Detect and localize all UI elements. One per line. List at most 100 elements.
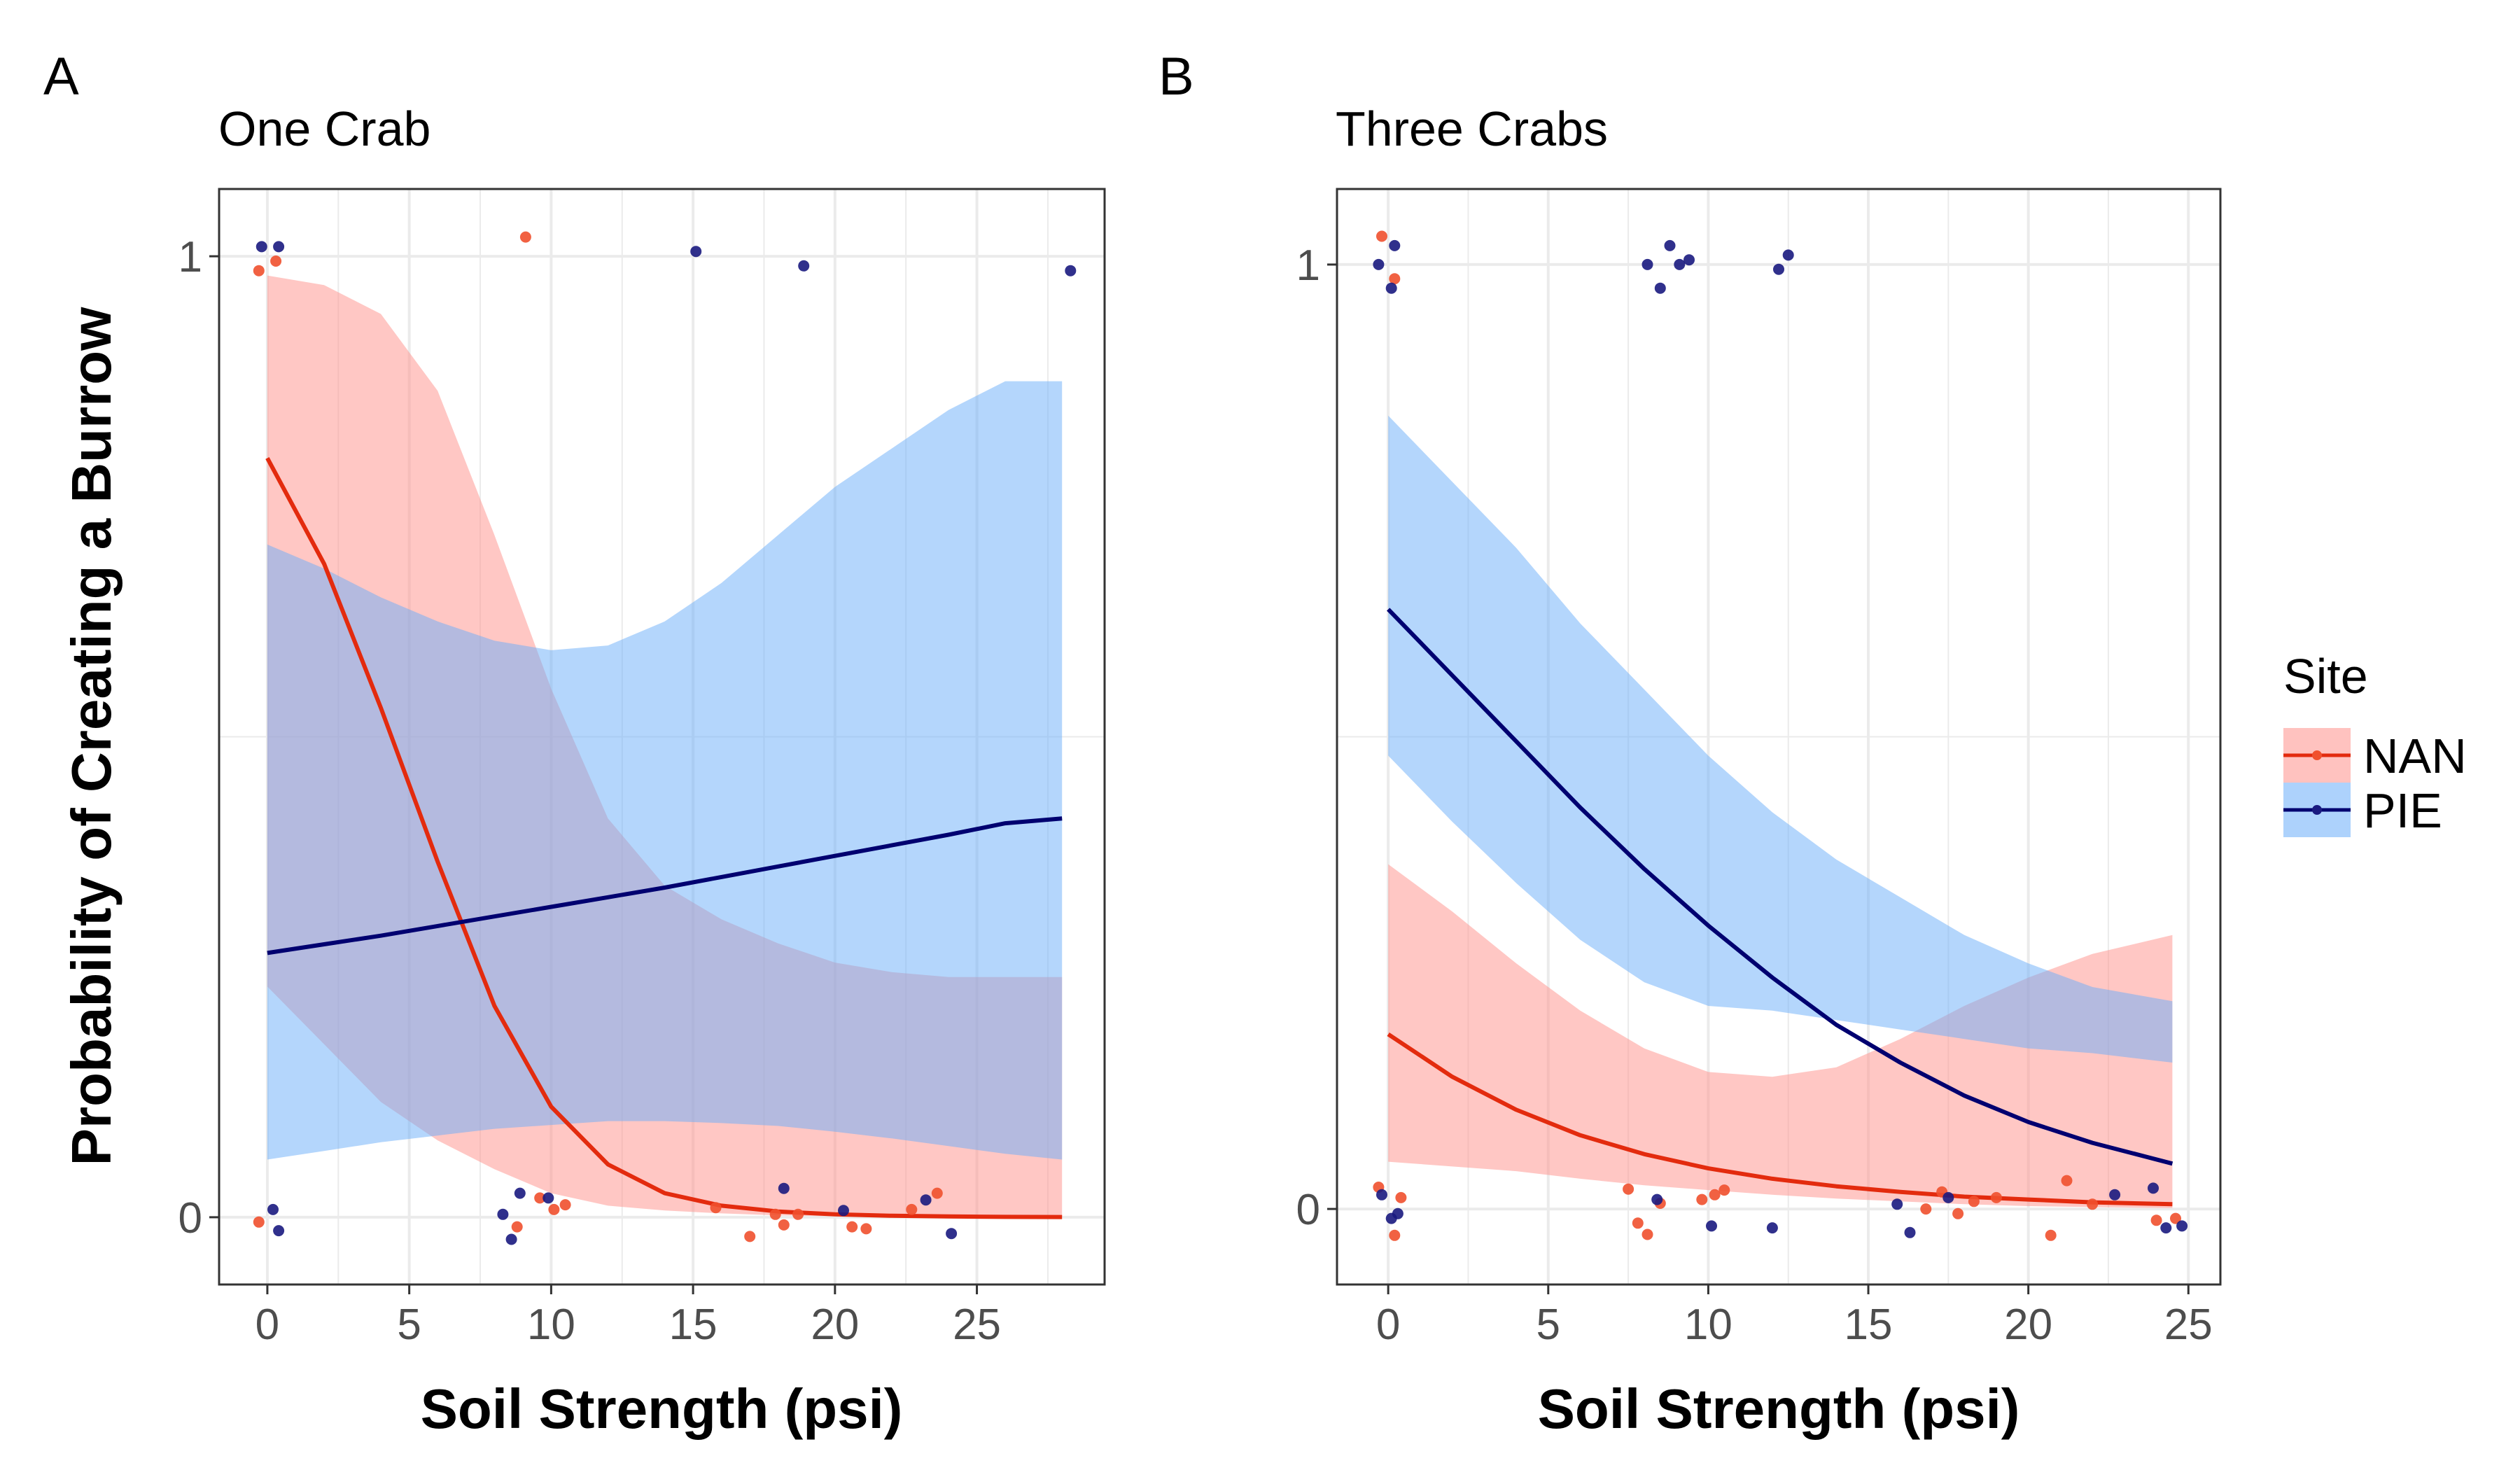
data-point-nan-a: [710, 1202, 722, 1214]
data-point-pie-a: [920, 1194, 932, 1206]
x-tick-label-a: 5: [397, 1301, 421, 1349]
legend: Site NAN PIE: [2283, 649, 2467, 838]
x-axis-title-b: Soil Strength (psi): [1538, 1378, 2020, 1440]
data-point-nan-b: [1990, 1191, 2002, 1203]
data-point-pie-a: [514, 1187, 526, 1199]
data-point-nan-a: [253, 1216, 265, 1228]
x-tick-label-b: 0: [1376, 1301, 1400, 1349]
data-point-pie-a: [273, 241, 285, 253]
data-point-nan-b: [2150, 1214, 2162, 1226]
fitted-lines-a: [265, 456, 1063, 1219]
data-point-pie-b: [1385, 282, 1397, 294]
confidence-ribbons-a: [267, 275, 1063, 1217]
data-point-nan-b: [1920, 1203, 1932, 1215]
data-point-nan-a: [253, 265, 265, 276]
x-tick-label-b: 25: [2164, 1301, 2213, 1349]
legend-key-nan-point: [2312, 750, 2322, 760]
data-point-pie-b: [1376, 1189, 1387, 1200]
data-point-pie-a: [798, 260, 810, 272]
data-point-nan-a: [548, 1203, 560, 1215]
fit-line-nan-b: [1387, 1032, 2173, 1207]
x-tick-label-a: 20: [811, 1301, 859, 1349]
legend-label-nan: NAN: [2363, 729, 2467, 783]
x-tick-label-b: 20: [2004, 1301, 2052, 1349]
legend-label-pie: PIE: [2363, 783, 2442, 838]
data-point-pie-a: [838, 1205, 849, 1217]
data-point-pie-a: [690, 246, 702, 258]
legend-title: Site: [2283, 649, 2368, 704]
panel-one-crab: A One Crab 0 5 10 15 20 25 0 1 Soil Strength (p…: [43, 47, 1106, 1440]
data-point-pie-b: [1373, 258, 1385, 270]
data-point-nan-a: [846, 1221, 858, 1233]
data-point-pie-b: [1654, 282, 1666, 294]
x-axis-title-a: Soil Strength (psi): [421, 1378, 903, 1440]
panel-title-one-crab: One Crab: [218, 102, 430, 156]
data-point-pie-b: [2176, 1220, 2188, 1232]
y-axis-title: Probability of Creating a Burrow: [60, 307, 122, 1166]
panel-label-a: A: [43, 47, 79, 106]
data-point-pie-b: [1766, 1222, 1778, 1234]
data-point-nan-a: [519, 231, 531, 243]
data-point-nan-b: [2170, 1212, 2181, 1224]
y-tick-label-a: 1: [178, 233, 202, 281]
data-point-nan-b: [1389, 1229, 1401, 1241]
data-point-pie-a: [1065, 265, 1077, 276]
data-point-pie-a: [267, 1203, 279, 1215]
data-point-nan-b: [2045, 1229, 2057, 1241]
data-point-pie-a: [505, 1233, 517, 1245]
plot-border-b: [1336, 188, 2222, 1286]
data-point-nan-a: [931, 1187, 943, 1199]
data-point-pie-a: [273, 1225, 285, 1237]
data-point-pie-b: [2109, 1189, 2121, 1200]
axis-ticks-b: 0 5 10 15 20 25 0 1: [1296, 241, 2213, 1349]
data-point-pie-b: [1782, 249, 1794, 261]
data-point-pie-a: [542, 1192, 554, 1204]
legend-entry-pie: PIE: [2283, 783, 2442, 838]
data-point-nan-b: [1376, 230, 1387, 242]
data-point-nan-a: [906, 1203, 918, 1215]
ci-ribbon-nan-b: [1388, 864, 2173, 1208]
data-point-pie-b: [1664, 239, 1676, 251]
x-tick-label-b: 10: [1684, 1301, 1732, 1349]
data-point-pie-a: [946, 1228, 958, 1240]
data-point-pie-a: [778, 1182, 790, 1194]
x-tick-label-b: 15: [1844, 1301, 1893, 1349]
ci-ribbon-pie-a: [267, 381, 1063, 1160]
confidence-ribbons-b: [1388, 415, 2173, 1208]
data-point-pie-b: [1773, 263, 1784, 275]
data-point-pie-b: [1651, 1194, 1663, 1205]
data-point-pie-a: [497, 1208, 509, 1220]
data-point-nan-b: [1968, 1196, 1980, 1208]
data-point-nan-a: [744, 1231, 756, 1242]
data-point-nan-a: [860, 1223, 872, 1235]
data-points-b: [1373, 230, 2188, 1241]
data-point-nan-a: [792, 1208, 804, 1220]
data-point-nan-a: [534, 1192, 546, 1204]
x-tick-label-a: 25: [953, 1301, 1001, 1349]
data-point-nan-b: [1632, 1217, 1644, 1229]
data-point-nan-b: [1395, 1191, 1407, 1203]
data-point-nan-b: [1718, 1184, 1730, 1196]
data-point-pie-b: [1891, 1198, 1903, 1210]
data-point-nan-b: [1709, 1189, 1721, 1200]
x-tick-label-a: 10: [527, 1301, 575, 1349]
data-point-pie-b: [1392, 1208, 1404, 1219]
data-point-nan-b: [2061, 1175, 2073, 1186]
y-tick-label-b: 0: [1296, 1186, 1320, 1234]
data-point-pie-b: [1684, 254, 1695, 266]
x-tick-label-a: 15: [669, 1301, 718, 1349]
data-point-pie-b: [2160, 1222, 2172, 1234]
data-point-pie-b: [1674, 258, 1686, 270]
fit-line-pie-b: [1387, 608, 2174, 1166]
data-point-nan-b: [2087, 1198, 2099, 1210]
axis-ticks-a: 0 5 10 15 20 25 0 1: [178, 233, 1002, 1349]
data-point-nan-b: [1696, 1194, 1708, 1205]
panel-label-b: B: [1158, 47, 1194, 106]
data-point-pie-b: [1904, 1226, 1916, 1238]
fitted-lines-b: [1387, 608, 2174, 1207]
x-tick-label-b: 5: [1536, 1301, 1560, 1349]
data-point-nan-a: [778, 1219, 790, 1231]
panel-title-three-crabs: Three Crabs: [1336, 102, 1608, 156]
plot-border-a: [218, 188, 1106, 1286]
